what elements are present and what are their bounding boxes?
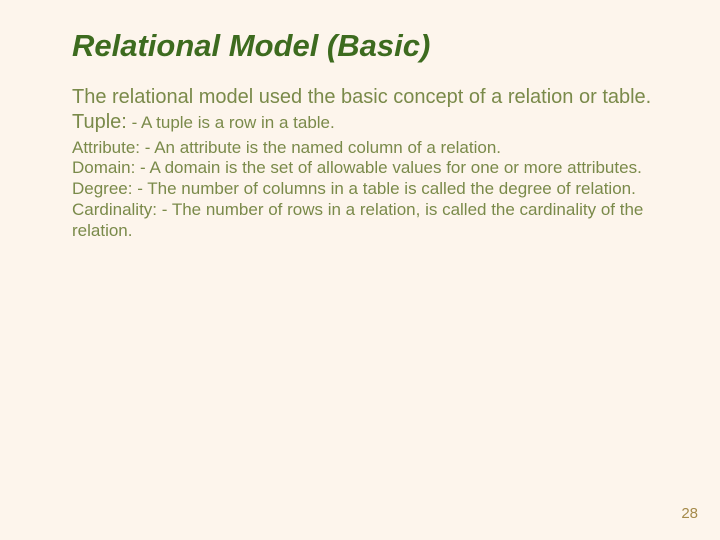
definition-cardinality: Cardinality: - The number of rows in a r… — [72, 200, 660, 241]
slide-body: The relational model used the basic conc… — [72, 86, 660, 242]
slide: Relational Model (Basic) The relational … — [0, 0, 720, 540]
tuple-term: Tuple: — [72, 111, 127, 133]
slide-title: Relational Model (Basic) — [72, 28, 660, 64]
definition-degree: Degree: - The number of columns in a tab… — [72, 179, 660, 200]
definition-attribute: Attribute: - An attribute is the named c… — [72, 138, 660, 159]
tuple-line: Tuple: - A tuple is a row in a table. — [72, 111, 660, 134]
definition-domain: Domain: - A domain is the set of allowab… — [72, 158, 660, 179]
tuple-def: - A tuple is a row in a table. — [127, 113, 335, 132]
page-number: 28 — [681, 505, 698, 522]
intro-text: The relational model used the basic conc… — [72, 86, 660, 109]
